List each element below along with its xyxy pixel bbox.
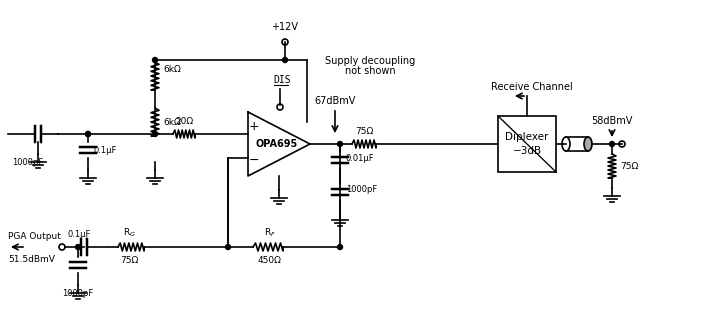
Circle shape <box>610 142 614 146</box>
Text: 450Ω: 450Ω <box>258 256 282 265</box>
Text: +12V: +12V <box>272 22 298 32</box>
Text: 20Ω: 20Ω <box>175 117 193 126</box>
Text: R$_F$: R$_F$ <box>264 226 276 239</box>
Text: 75Ω: 75Ω <box>355 127 373 136</box>
Text: 1000pF: 1000pF <box>12 158 44 167</box>
Circle shape <box>76 244 81 249</box>
Text: not shown: not shown <box>345 66 396 76</box>
Text: 6kΩ: 6kΩ <box>163 65 181 74</box>
Text: −: − <box>249 154 259 167</box>
Circle shape <box>338 244 343 249</box>
Text: 0.1µF: 0.1µF <box>94 146 118 154</box>
Ellipse shape <box>584 137 592 151</box>
Text: OPA695: OPA695 <box>256 139 298 149</box>
Circle shape <box>86 132 91 137</box>
Text: +: + <box>249 120 259 133</box>
Text: Supply decoupling: Supply decoupling <box>325 56 415 66</box>
Circle shape <box>226 244 230 249</box>
Circle shape <box>338 142 343 146</box>
Text: DIS: DIS <box>273 75 291 85</box>
Circle shape <box>152 57 158 62</box>
Text: −3dB: −3dB <box>513 146 542 156</box>
Circle shape <box>152 132 158 137</box>
Bar <box>498 116 556 172</box>
Text: 1000pF: 1000pF <box>346 185 378 194</box>
Text: 0.1µF: 0.1µF <box>68 230 91 239</box>
Text: 58dBmV: 58dBmV <box>591 116 632 126</box>
Text: 0.01µF: 0.01µF <box>346 154 375 163</box>
Text: 1000pF: 1000pF <box>62 289 94 298</box>
Circle shape <box>282 57 287 62</box>
Text: 75Ω: 75Ω <box>120 256 138 265</box>
Text: R$_G$: R$_G$ <box>123 226 136 239</box>
Text: 75Ω: 75Ω <box>620 162 638 171</box>
Text: 67dBmV: 67dBmV <box>314 96 356 106</box>
Text: 51.5dBmV: 51.5dBmV <box>8 255 55 264</box>
Text: Diplexer: Diplexer <box>505 132 549 142</box>
Text: 6kΩ: 6kΩ <box>163 117 181 126</box>
Text: Receive Channel: Receive Channel <box>491 82 573 92</box>
Circle shape <box>86 132 91 137</box>
Text: PGA Output: PGA Output <box>8 232 61 241</box>
